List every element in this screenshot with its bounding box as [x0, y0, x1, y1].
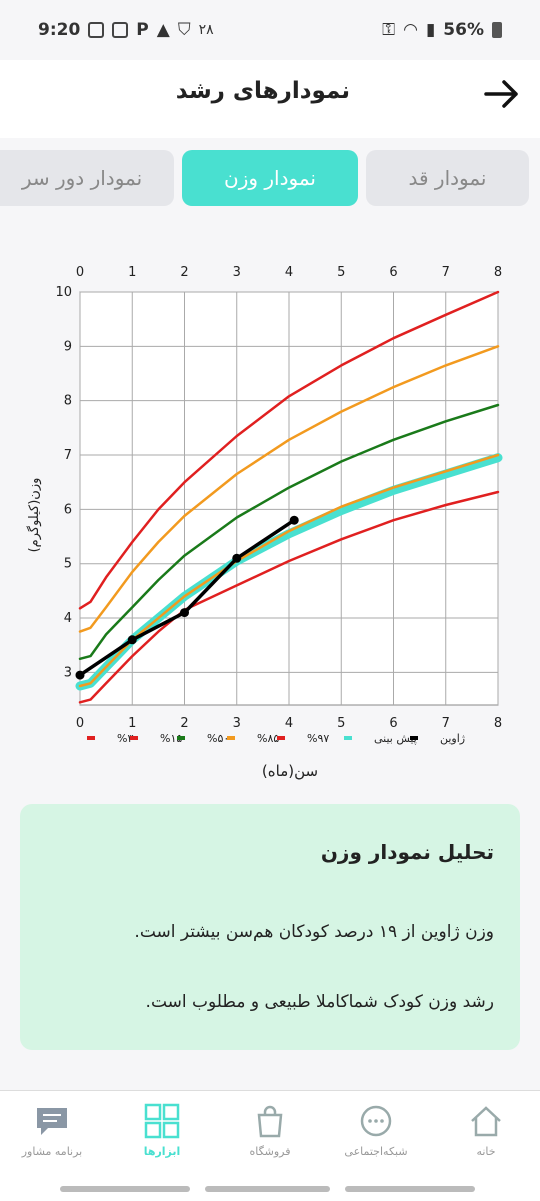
y-tick-label: 10 — [55, 285, 72, 300]
shield-icon: ⛉ — [177, 20, 191, 40]
y-tick-label: 4 — [64, 611, 72, 626]
chart-tabs: نمودار قد نمودار وزن نمودار دور سر — [0, 150, 540, 208]
analysis-card: تحلیل نمودار وزن وزن ژاوین از ۱۹ درصد کو… — [20, 804, 520, 1050]
gesture-pill-right — [345, 1186, 475, 1192]
warning-icon: ▲ — [156, 20, 170, 40]
x-tick-label-top: 6 — [389, 265, 397, 280]
series-line-5 — [78, 290, 500, 610]
analysis-line-1: وزن ژاوین از ۱۹ درصد کودکان هم‌سن بیشتر … — [134, 922, 494, 942]
x-tick-label-bottom: 7 — [442, 716, 450, 731]
status-bar: 9:20 P ▲ ⛉ ۲۸ ⚿ ◠ ▮ 56% — [0, 0, 540, 60]
tab-label: نمودار وزن — [224, 166, 316, 190]
x-tick-label-bottom: 4 — [285, 716, 293, 731]
chart-ticks: 0 0 1 1 2 2 3 3 4 4 5 5 6 6 7 7 8 8 3 4 5 6 7 8 9 10 — [55, 265, 502, 731]
x-tick-label-top: 8 — [494, 265, 502, 280]
chart-series — [75, 290, 503, 704]
y-tick-label: 3 — [64, 665, 72, 680]
status-temp: ۲۸ — [198, 22, 214, 38]
tab-height[interactable]: نمودار قد — [366, 150, 529, 206]
x-tick-label-bottom: 6 — [389, 716, 397, 731]
x-tick-label-top: 1 — [128, 265, 136, 280]
nav-shop[interactable]: فروشگاه — [220, 1103, 320, 1173]
nav-label: ابزارها — [143, 1145, 181, 1158]
grid-icon — [144, 1103, 180, 1139]
chat-icon — [360, 1105, 392, 1137]
y-tick-label: 8 — [64, 394, 72, 409]
chart-grid — [79, 291, 499, 706]
x-tick-label-top: 0 — [76, 265, 84, 280]
x-tick-label-bottom: 2 — [180, 716, 188, 731]
legend-label: %۸۵ — [257, 732, 279, 745]
x-tick-label-bottom: 1 — [128, 716, 136, 731]
x-tick-label-top: 3 — [233, 265, 241, 280]
nav-advisor[interactable]: برنامه مشاور — [2, 1103, 102, 1173]
tab-head-circumference[interactable]: نمودار دور سر — [0, 150, 174, 206]
legend-label: %۵۰ — [207, 732, 229, 745]
nav-label: برنامه مشاور — [21, 1145, 83, 1158]
tab-label: نمودار دور سر — [21, 166, 143, 190]
nav-label: شبکه‌اجتماعی — [344, 1145, 408, 1158]
message-icon — [37, 1108, 67, 1135]
nav-tools[interactable]: ابزارها — [112, 1103, 212, 1173]
legend-label: %۹۷ — [307, 732, 329, 745]
x-tick-label-top: 2 — [180, 265, 188, 280]
data-point — [232, 553, 242, 563]
back-arrow-icon[interactable] — [482, 74, 522, 114]
legend-label: %۱۵ — [160, 732, 182, 745]
data-point — [289, 515, 299, 525]
x-tick-label-bottom: 0 — [76, 716, 84, 731]
tab-weight[interactable]: نمودار وزن — [182, 150, 358, 206]
nav-social[interactable]: شبکه‌اجتماعی — [326, 1103, 426, 1173]
series-line-4 — [78, 345, 500, 633]
gesture-pill-left — [60, 1186, 190, 1192]
x-tick-label-bottom: 3 — [233, 716, 241, 731]
shopping-bag-icon — [257, 1105, 283, 1138]
y-tick-label: 5 — [64, 557, 72, 572]
x-tick-label-bottom: 8 — [494, 716, 502, 731]
nav-label: فروشگاه — [249, 1145, 291, 1158]
parking-icon: P — [136, 20, 149, 40]
status-time: 9:20 — [38, 20, 81, 40]
y-axis-label: وزن(کیلوگرم) — [26, 478, 42, 553]
x-tick-label-top: 7 — [442, 265, 450, 280]
x-tick-label-top: 5 — [337, 265, 345, 280]
data-point — [75, 670, 85, 680]
wifi-icon: ◠ — [403, 20, 418, 40]
series-line-2 — [78, 453, 500, 688]
chart-legend: %۳ %۱۵ %۵۰ %۸۵ %۹۷ پیش بینی ژاوین — [87, 732, 465, 745]
home-icon — [471, 1106, 501, 1137]
series-line-3 — [78, 403, 500, 661]
x-axis-label: سن(ماه) — [262, 762, 318, 780]
key-icon: ⚿ — [382, 20, 396, 40]
y-tick-label: 7 — [64, 448, 72, 463]
series-line-0 — [78, 490, 500, 704]
status-left: 9:20 P ▲ ⛉ ۲۸ — [38, 20, 214, 40]
tab-label: نمودار قد — [408, 166, 487, 190]
data-point — [127, 635, 137, 645]
analysis-line-2: رشد وزن کودک شماکاملا طبیعی و مطلوب است. — [145, 992, 494, 1012]
gesture-pill-center — [205, 1186, 330, 1192]
signal-icon: ▮ — [425, 20, 436, 40]
bottom-navigation: خانه شبکه‌اجتماعی فروشگاه ابزارها برنامه… — [0, 1090, 540, 1201]
x-tick-label-bottom: 5 — [337, 716, 345, 731]
y-tick-label: 9 — [64, 339, 72, 354]
data-point — [180, 608, 189, 618]
analysis-title: تحلیل نمودار وزن — [320, 840, 494, 864]
nav-label: خانه — [476, 1145, 496, 1158]
battery-icon — [492, 22, 502, 38]
page-title: نمودارهای رشد — [175, 78, 350, 104]
app-bar: نمودارهای رشد — [0, 60, 540, 138]
status-right: ⚿ ◠ ▮ 56% — [382, 20, 502, 40]
image-icon — [112, 22, 129, 38]
y-tick-label: 6 — [64, 502, 72, 517]
legend-label: %۳ — [117, 732, 133, 745]
battery-percent: 56% — [443, 20, 484, 40]
weight-growth-chart: 0 0 1 1 2 2 3 3 4 4 5 5 6 6 7 7 8 8 3 4 5 6 7 8 9 10 %۳ %۱۵ %۵۰ %۸۵%… — [26, 265, 503, 780]
legend-label: ژاوین — [440, 732, 465, 745]
nav-home[interactable]: خانه — [436, 1103, 536, 1173]
legend-label: پیش بینی — [374, 732, 417, 745]
x-tick-label-top: 4 — [285, 265, 293, 280]
lock-icon — [88, 22, 105, 38]
